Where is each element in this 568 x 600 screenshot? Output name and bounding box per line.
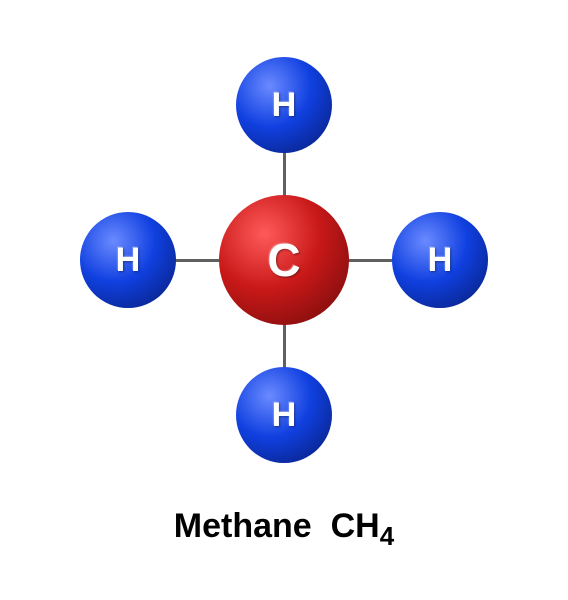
molecule-caption: Methane CH4 — [0, 507, 568, 552]
atom-h-right: H — [392, 212, 488, 308]
molecule-formula-prefix: CH — [331, 507, 380, 545]
atom-label: H — [272, 86, 297, 125]
atom-h-bottom: H — [236, 367, 332, 463]
molecule-name: Methane — [174, 507, 312, 545]
atom-label: H — [428, 241, 453, 280]
atom-h-left: H — [80, 212, 176, 308]
atom-label: C — [267, 233, 300, 287]
atom-c: C — [219, 195, 349, 325]
atom-label: H — [116, 241, 141, 280]
atom-label: H — [272, 396, 297, 435]
atom-h-top: H — [236, 57, 332, 153]
molecule-formula-subscript: 4 — [380, 521, 394, 551]
